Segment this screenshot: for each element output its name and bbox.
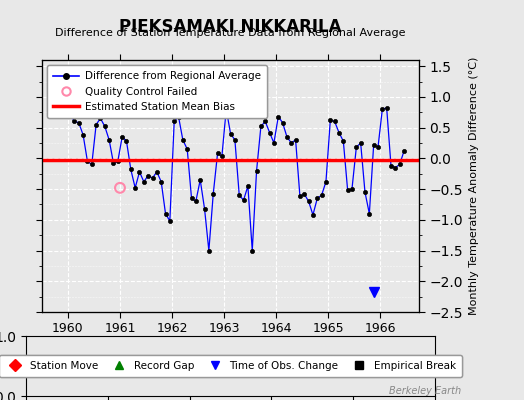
Text: Berkeley Earth: Berkeley Earth [389, 386, 461, 396]
Y-axis label: Monthly Temperature Anomaly Difference (°C): Monthly Temperature Anomaly Difference (… [469, 57, 479, 315]
Text: Difference of Station Temperature Data from Regional Average: Difference of Station Temperature Data f… [56, 28, 406, 38]
Legend: Difference from Regional Average, Quality Control Failed, Estimated Station Mean: Difference from Regional Average, Qualit… [47, 65, 267, 118]
Point [116, 185, 124, 191]
Text: PIEKSAMAKI NIKKARILA: PIEKSAMAKI NIKKARILA [119, 18, 342, 36]
Legend: Station Move, Record Gap, Time of Obs. Change, Empirical Break: Station Move, Record Gap, Time of Obs. C… [0, 355, 462, 377]
